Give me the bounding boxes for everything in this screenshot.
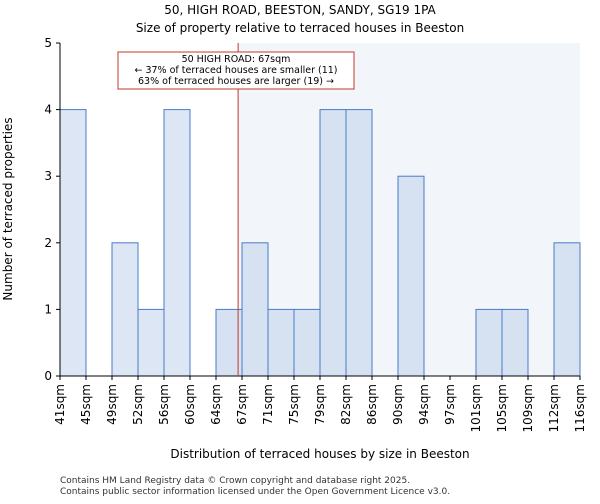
y-tick-label-2: 2 (44, 236, 52, 250)
x-tick-label-41sqm: 41sqm (53, 384, 67, 425)
footer-line1: Contains HM Land Registry data © Crown c… (60, 476, 410, 486)
x-tick-label-101sqm: 101sqm (469, 384, 483, 432)
x-tick-label-60sqm: 60sqm (183, 384, 197, 425)
bar-67sqm (241, 242, 269, 377)
x-tick-label-49sqm: 49sqm (105, 384, 119, 425)
annotation-line-2: ← 37% of terraced houses are smaller (11… (134, 65, 337, 76)
x-tick-label-105sqm: 105sqm (495, 384, 509, 432)
x-tick-label-86sqm: 86sqm (365, 384, 379, 425)
x-tick-label-67sqm: 67sqm (235, 384, 249, 425)
bar-41sqm (59, 109, 87, 377)
bar-71sqm (267, 308, 295, 377)
bar-82sqm (345, 109, 373, 377)
x-tick-label-82sqm: 82sqm (339, 384, 353, 425)
x-tick-label-64sqm: 64sqm (209, 384, 223, 425)
annotation-line-3: 63% of terraced houses are larger (19) → (138, 76, 334, 87)
bar-101sqm (475, 308, 503, 377)
x-tick-label-71sqm: 71sqm (261, 384, 275, 425)
x-tick-label-90sqm: 90sqm (391, 384, 405, 425)
x-tick-label-109sqm: 109sqm (521, 384, 535, 432)
chart-title-line2: Size of property relative to terraced ho… (136, 21, 464, 35)
bar-112sqm (553, 242, 581, 377)
bar-75sqm (293, 308, 321, 377)
y-tick-label-5: 5 (44, 36, 52, 50)
x-tick-label-45sqm: 45sqm (79, 384, 93, 425)
x-tick-label-116sqm: 116sqm (573, 384, 587, 432)
y-axis-label: Number of terraced properties (1, 117, 15, 300)
bar-105sqm (501, 308, 529, 377)
x-tick-label-56sqm: 56sqm (157, 384, 171, 425)
bar-90sqm (397, 175, 425, 377)
x-tick-label-52sqm: 52sqm (131, 384, 145, 425)
footer-line2: Contains public sector information licen… (60, 487, 450, 497)
x-tick-label-79sqm: 79sqm (313, 384, 327, 425)
x-tick-label-94sqm: 94sqm (417, 384, 431, 425)
y-tick-label-0: 0 (44, 369, 52, 383)
y-tick-label-3: 3 (44, 169, 52, 183)
chart-title-line1: 50, HIGH ROAD, BEESTON, SANDY, SG19 1PA (164, 3, 436, 17)
bar-56sqm (163, 109, 191, 377)
annotation-box (117, 51, 355, 90)
plot-area: 0 1 2 3 4 5 41sqm 45sqm 49sqm 52sqm 56sqm 60sqm 64sq… (44, 36, 587, 432)
x-axis-label: Distribution of terraced houses by size … (170, 447, 469, 461)
y-tick-label-4: 4 (44, 103, 52, 117)
bar-52sqm (137, 308, 165, 377)
x-tick-label-75sqm: 75sqm (287, 384, 301, 425)
x-tick-label-112sqm: 112sqm (547, 384, 561, 432)
y-tick-label-1: 1 (44, 302, 52, 316)
bar-79sqm (319, 109, 347, 377)
x-tick-label-97sqm: 97sqm (443, 384, 457, 425)
bar-49sqm (111, 242, 139, 377)
annotation-line-1: 50 HIGH ROAD: 67sqm (182, 54, 291, 65)
